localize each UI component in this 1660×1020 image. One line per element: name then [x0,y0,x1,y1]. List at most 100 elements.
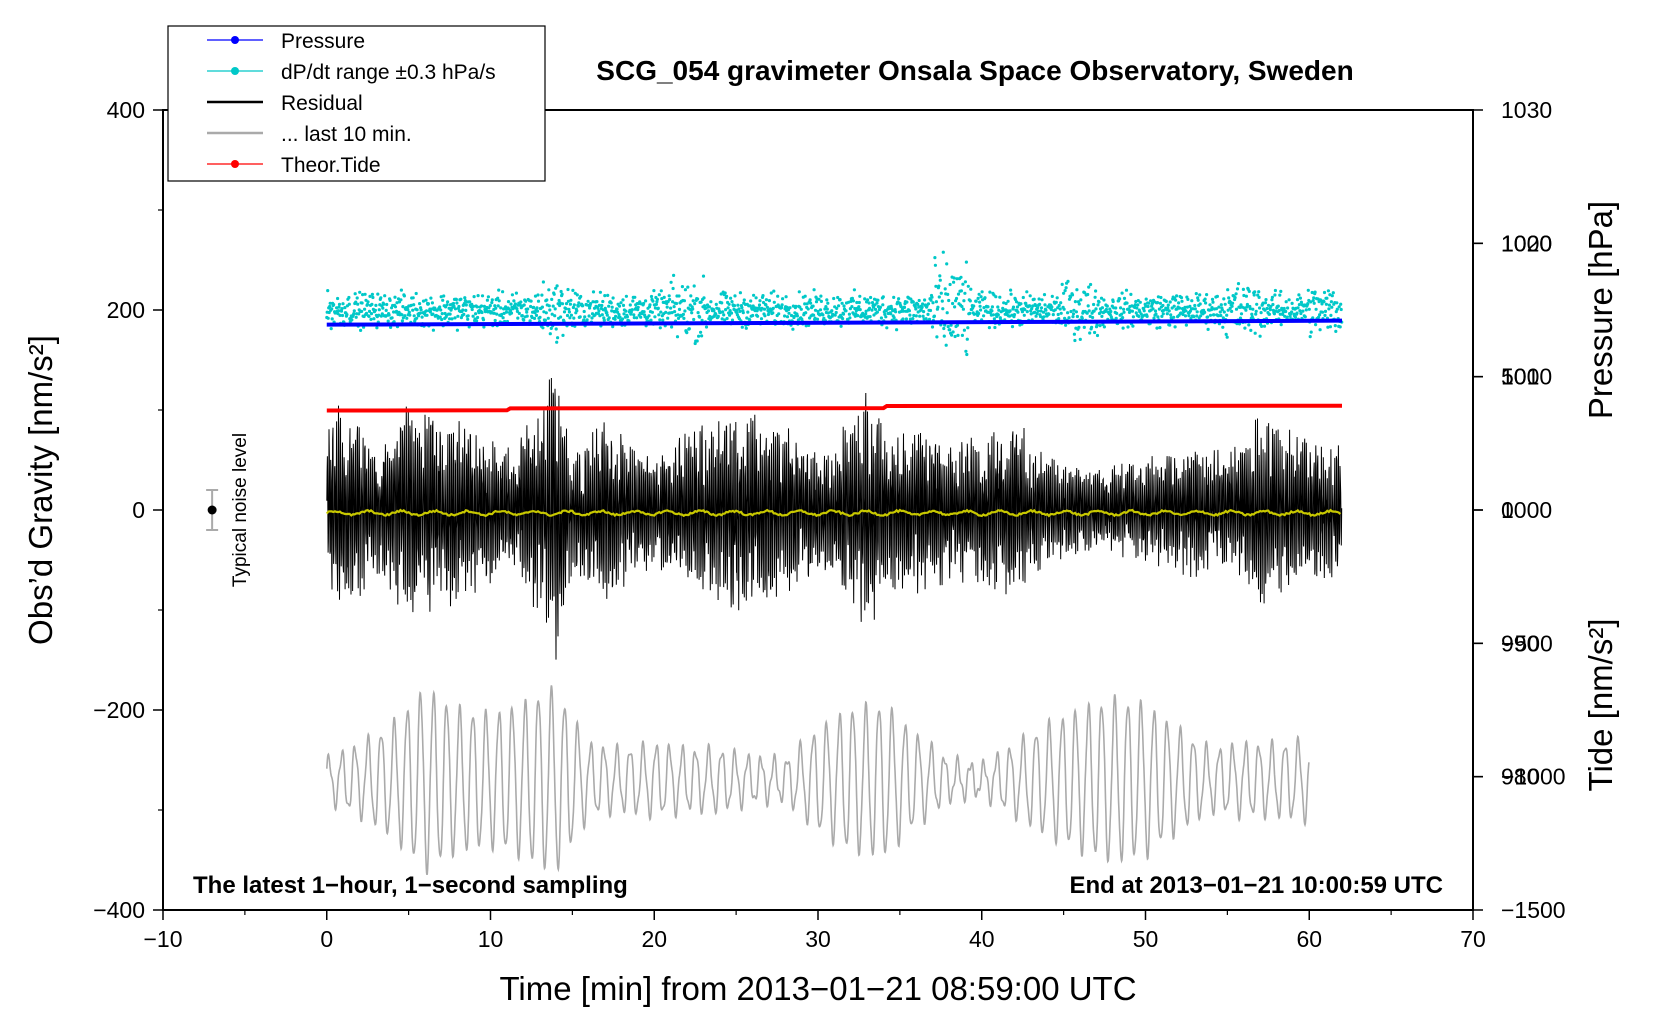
dpdt-point [974,299,978,303]
dpdt-point [352,312,356,316]
dpdt-point [883,312,887,316]
dpdt-point [1254,312,1258,316]
dpdt-point [492,311,496,315]
dpdt-point [1257,295,1261,299]
dpdt-point [1051,313,1055,317]
dpdt-point [836,295,840,300]
dpdt-point [1192,315,1196,319]
dpdt-point [513,302,518,306]
chart-title: SCG_054 gravimeter Onsala Space Observat… [596,55,1353,86]
annotation-right: End at 2013−01−21 10:00:59 UTC [1069,872,1443,899]
x-tick-label: 70 [1460,926,1486,952]
dpdt-point [510,293,514,297]
dpdt-point [804,324,808,328]
dpdt-point [819,294,823,298]
dpdt-point [1115,311,1119,315]
dpdt-point [394,309,399,313]
dpdt-point [1252,293,1256,297]
dpdt-point [1234,292,1238,296]
dpdt-point [959,289,964,293]
dpdt-point [1008,314,1012,318]
dpdt-point [765,305,770,309]
dpdt-point [624,309,628,313]
dpdt-point [1055,296,1059,300]
dpdt-point [370,302,374,306]
dpdt-point [1093,295,1097,299]
dpdt-point [412,303,416,307]
dpdt-point [1326,289,1330,293]
dpdt-point [1333,324,1337,328]
dpdt-point [825,307,829,311]
dpdt-point [799,307,803,311]
dpdt-point [402,294,406,298]
dpdt-point [1075,288,1079,292]
dpdt-point [1049,307,1053,312]
dpdt-point [545,298,549,302]
dpdt-point [1193,303,1197,308]
dpdt-point [990,305,995,309]
x-tick-label: 0 [320,926,333,952]
dpdt-point [579,294,583,299]
dpdt-point [947,298,951,303]
dpdt-point [1323,309,1328,313]
dpdt-point [1228,306,1232,310]
dpdt-point [540,293,544,297]
dpdt-point [1301,309,1305,313]
dpdt-point [1131,324,1135,328]
dpdt-point [553,314,557,318]
dpdt-point [388,298,392,302]
dpdt-point [564,302,569,306]
dpdt-point [533,311,537,315]
legend-label-dp-dt-range-0-3-hpa-s: dP/dt range ±0.3 hPa/s [281,61,496,84]
dpdt-point [702,296,706,300]
y-axis-title: Obs’d Gravity [nm/s²] [22,335,59,645]
dpdt-point [933,263,938,267]
dpdt-point [569,298,573,302]
dpdt-point [671,300,675,304]
dpdt-point [841,312,846,316]
dpdt-point [667,294,671,298]
dpdt-point [502,307,506,311]
dpdt-point [518,303,522,307]
dpdt-point [390,316,394,320]
dpdt-point [794,304,798,308]
dpdt-point [355,296,359,300]
dpdt-point [670,325,674,329]
dpdt-point [988,290,992,294]
dpdt-point [651,299,655,303]
dpdt-point [1268,308,1272,312]
dpdt-point [658,326,662,330]
dpdt-point [948,282,952,287]
dpdt-point [649,294,654,299]
y-tick-label: −400 [93,897,145,923]
dpdt-point [982,314,986,318]
dpdt-point [438,305,442,309]
pressure-tick-label: 1000 [1501,497,1552,523]
dpdt-point [1278,312,1282,316]
dpdt-point [696,311,700,315]
dpdt-point [955,323,960,327]
dpdt-point [776,294,780,298]
dpdt-point [826,301,830,305]
dpdt-point [451,301,456,306]
dpdt-point [1111,299,1115,304]
dpdt-point [889,312,893,316]
dpdt-point [1010,325,1015,329]
dpdt-point [350,318,354,322]
dpdt-point [517,311,521,315]
dpdt-point [464,303,468,307]
dpdt-point [1245,305,1249,309]
dpdt-point [328,301,332,305]
dpdt-point [978,304,982,308]
dpdt-point [575,309,579,313]
dpdt-point [375,326,379,330]
dpdt-point [644,299,648,303]
dpdt-point [575,293,579,297]
dpdt-point [1306,302,1310,306]
dpdt-point [1212,313,1216,317]
dpdt-point [804,311,808,315]
dpdt-point [452,304,456,308]
dpdt-point [598,290,603,294]
dpdt-point [597,309,601,313]
dpdt-point [453,316,457,320]
